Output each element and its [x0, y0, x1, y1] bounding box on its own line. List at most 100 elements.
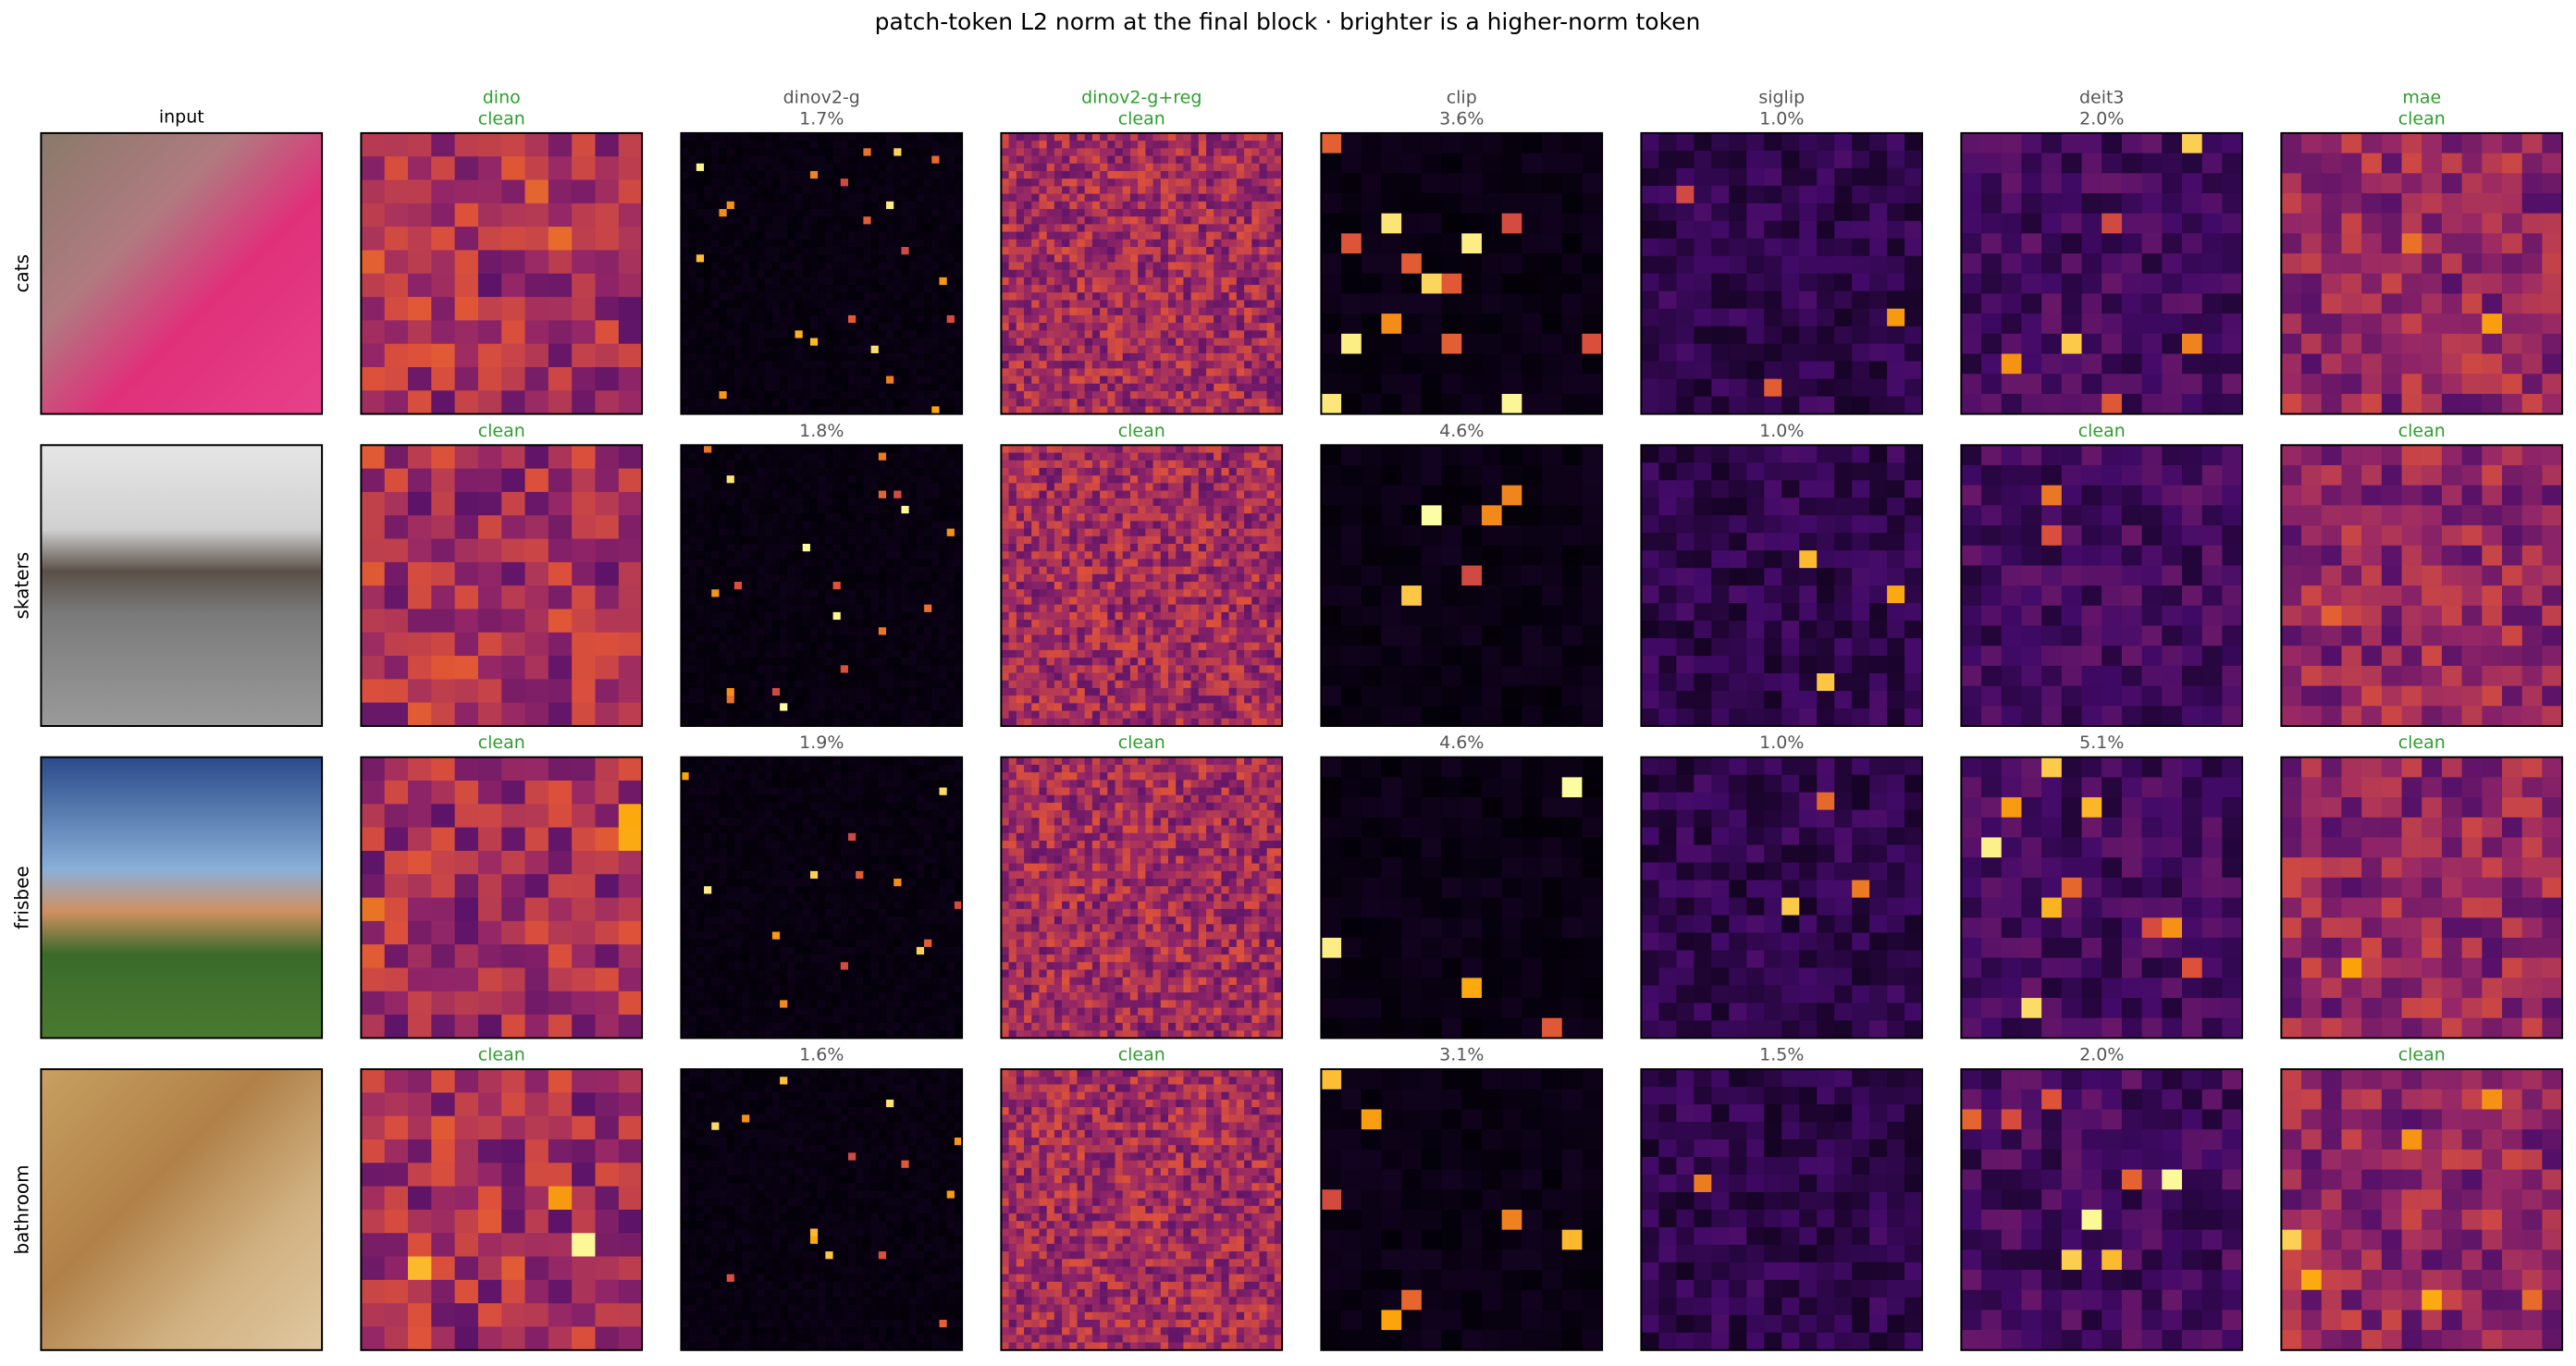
heatmap-cell: [795, 445, 804, 454]
heatmap-cell: [1145, 352, 1154, 362]
heatmap-cell: [1381, 273, 1402, 295]
heatmap-cell: [361, 632, 386, 657]
heatmap-cell: [1054, 352, 1063, 362]
heatmap-cell: [1145, 155, 1154, 165]
heatmap-cell: [939, 239, 948, 248]
heatmap-cell: [1887, 132, 1905, 152]
heatmap-cell: [1834, 203, 1853, 222]
heatmap-cell: [939, 390, 948, 400]
heatmap-cell: [946, 383, 955, 392]
heatmap-cell: [719, 528, 728, 537]
heatmap-cell: [749, 201, 758, 210]
heatmap-cell: [1024, 132, 1032, 142]
heatmap-cell: [2081, 353, 2102, 375]
heatmap-cell: [1001, 307, 1010, 316]
heatmap-cell: [1122, 224, 1131, 233]
heatmap-cell: [878, 620, 887, 628]
heatmap-cell: [795, 498, 804, 507]
heatmap-cell: [477, 515, 502, 540]
heatmap-cell: [726, 589, 735, 598]
heatmap-cell: [1091, 186, 1101, 195]
heatmap-cell: [1259, 314, 1268, 324]
heatmap-cell: [764, 611, 773, 621]
heatmap-cell: [939, 445, 948, 454]
heatmap-cell: [1198, 361, 1207, 369]
heatmap-cell: [742, 292, 750, 302]
heatmap-cell: [1542, 233, 1563, 254]
heatmap-cell: [832, 338, 842, 347]
heatmap-cell: [2502, 314, 2523, 335]
heatmap-cell: [764, 604, 773, 613]
heatmap-cell: [1206, 269, 1214, 278]
heatmap-cell: [818, 498, 826, 507]
heatmap-cell: [704, 582, 712, 590]
heatmap-cell: [1694, 167, 1712, 187]
heatmap-cell: [1062, 300, 1070, 309]
heatmap-cell: [431, 585, 456, 610]
heatmap-cell: [2281, 374, 2302, 395]
heatmap-cell: [856, 277, 864, 286]
heatmap-cell: [1016, 155, 1025, 165]
heatmap-cell: [726, 352, 735, 362]
heatmap-cell: [1214, 338, 1223, 347]
heatmap-cell: [1869, 396, 1888, 415]
heatmap-cell: [548, 515, 573, 540]
heatmap-cell: [1152, 383, 1162, 392]
heatmap-cell: [863, 314, 872, 324]
heatmap-cell: [1016, 361, 1025, 369]
heatmap-cell: [2081, 192, 2102, 215]
heatmap-cell: [726, 535, 735, 545]
figure-title: patch-token L2 norm at the final block ·…: [875, 8, 1701, 35]
heatmap-cell: [818, 521, 826, 530]
heatmap-cell: [1152, 155, 1162, 165]
heatmap-cell: [1160, 216, 1169, 225]
heatmap-cell: [894, 155, 903, 165]
heatmap-cell: [1799, 238, 1818, 257]
heatmap-cell: [618, 515, 643, 540]
cell-label: clean: [2398, 108, 2446, 129]
heatmap-cell: [1077, 352, 1086, 362]
heatmap-cell: [681, 368, 690, 377]
heatmap-cell: [908, 285, 918, 293]
heatmap-cell: [1176, 314, 1184, 324]
heatmap-cell: [595, 203, 620, 228]
heatmap-cell: [908, 620, 918, 628]
heatmap-cell: [1746, 150, 1765, 169]
heatmap-cell: [1198, 352, 1207, 362]
heatmap-cell: [1008, 352, 1017, 362]
heatmap-cell: [901, 231, 910, 240]
heatmap-cell: [787, 665, 796, 674]
heatmap-cell: [1236, 148, 1245, 157]
heatmap-cell: [870, 573, 880, 583]
heatmap-cell: [1421, 393, 1443, 415]
heatmap-cell: [1676, 220, 1695, 240]
heatmap-cell: [931, 170, 941, 179]
heatmap-cell: [1711, 273, 1730, 292]
heatmap-cell: [1266, 338, 1276, 347]
heatmap-cell: [809, 277, 819, 286]
heatmap-cell: [1361, 153, 1383, 174]
heatmap-cell: [408, 390, 432, 415]
heatmap-cell: [688, 178, 697, 187]
heatmap-cell: [1781, 343, 1800, 363]
heatmap-cell: [1852, 396, 1870, 415]
heatmap-cell: [1069, 141, 1078, 149]
heatmap-cell: [2301, 213, 2323, 234]
heatmap-cell: [1206, 406, 1214, 415]
heatmap-cell: [832, 361, 842, 369]
heatmap-cell: [1694, 378, 1712, 398]
heatmap-cell: [742, 239, 750, 248]
heatmap-cell: [688, 383, 697, 392]
heatmap-cell: [847, 361, 857, 369]
heatmap-cell: [1008, 383, 1017, 392]
heatmap-cell: [832, 490, 842, 499]
heatmap-cell: [2162, 233, 2183, 254]
heatmap-cell: [863, 208, 872, 217]
heatmap-cell: [1167, 352, 1177, 362]
heatmap-cell: [1904, 203, 1923, 222]
heatmap-cell: [901, 528, 910, 537]
heatmap-cell: [946, 193, 955, 203]
heatmap-cell: [1039, 224, 1048, 233]
heatmap-cell: [2281, 393, 2302, 415]
heatmap-cell: [1561, 333, 1584, 355]
